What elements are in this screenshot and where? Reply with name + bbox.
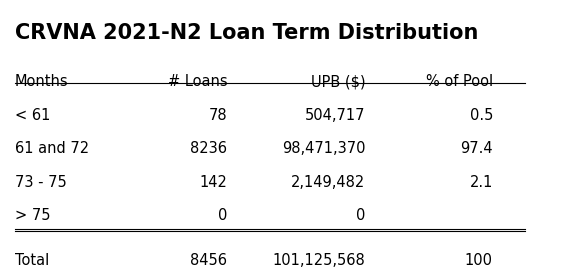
Text: 73 - 75: 73 - 75 bbox=[15, 175, 67, 190]
Text: 142: 142 bbox=[200, 175, 227, 190]
Text: CRVNA 2021-N2 Loan Term Distribution: CRVNA 2021-N2 Loan Term Distribution bbox=[15, 23, 478, 43]
Text: 0.5: 0.5 bbox=[470, 107, 493, 123]
Text: Months: Months bbox=[15, 74, 68, 89]
Text: 61 and 72: 61 and 72 bbox=[15, 141, 89, 156]
Text: < 61: < 61 bbox=[15, 107, 50, 123]
Text: 100: 100 bbox=[465, 253, 493, 268]
Text: > 75: > 75 bbox=[15, 208, 50, 223]
Text: 2.1: 2.1 bbox=[470, 175, 493, 190]
Text: 504,717: 504,717 bbox=[305, 107, 365, 123]
Text: 0: 0 bbox=[356, 208, 365, 223]
Text: 98,471,370: 98,471,370 bbox=[282, 141, 365, 156]
Text: 8456: 8456 bbox=[190, 253, 227, 268]
Text: 97.4: 97.4 bbox=[460, 141, 493, 156]
Text: UPB ($): UPB ($) bbox=[311, 74, 365, 89]
Text: 78: 78 bbox=[209, 107, 227, 123]
Text: 101,125,568: 101,125,568 bbox=[272, 253, 365, 268]
Text: 8236: 8236 bbox=[190, 141, 227, 156]
Text: Total: Total bbox=[15, 253, 49, 268]
Text: % of Pool: % of Pool bbox=[426, 74, 493, 89]
Text: # Loans: # Loans bbox=[168, 74, 227, 89]
Text: 2,149,482: 2,149,482 bbox=[291, 175, 365, 190]
Text: 0: 0 bbox=[218, 208, 227, 223]
